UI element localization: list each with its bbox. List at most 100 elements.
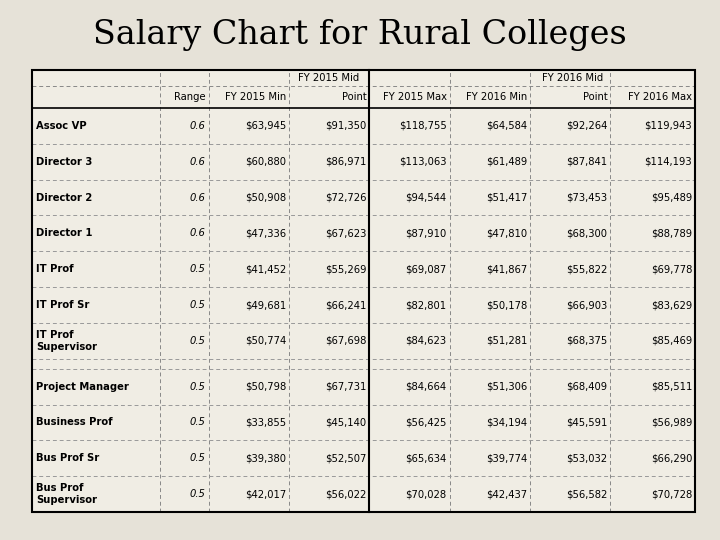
Text: $85,511: $85,511 xyxy=(651,382,692,392)
Text: 0.5: 0.5 xyxy=(189,453,205,463)
Text: $86,971: $86,971 xyxy=(325,157,366,167)
Text: $66,241: $66,241 xyxy=(325,300,366,310)
Text: 0.6: 0.6 xyxy=(189,193,205,202)
Text: $69,087: $69,087 xyxy=(405,264,446,274)
Text: Director 2: Director 2 xyxy=(36,193,92,202)
Text: FY 2015 Mid: FY 2015 Mid xyxy=(299,73,360,83)
Text: $84,623: $84,623 xyxy=(405,336,446,346)
Text: $55,269: $55,269 xyxy=(325,264,366,274)
Text: $53,032: $53,032 xyxy=(567,453,608,463)
Text: $56,425: $56,425 xyxy=(405,417,446,428)
Text: $73,453: $73,453 xyxy=(567,193,608,202)
Text: $52,507: $52,507 xyxy=(325,453,366,463)
Text: Project Manager: Project Manager xyxy=(36,382,129,392)
Text: 0.6: 0.6 xyxy=(189,228,205,238)
Text: $49,681: $49,681 xyxy=(245,300,286,310)
Text: Director 3: Director 3 xyxy=(36,157,92,167)
Text: $91,350: $91,350 xyxy=(325,121,366,131)
Text: IT Prof
Supervisor: IT Prof Supervisor xyxy=(36,330,97,352)
Text: $64,584: $64,584 xyxy=(486,121,527,131)
Text: 0.5: 0.5 xyxy=(189,300,205,310)
Text: 0.5: 0.5 xyxy=(189,382,205,392)
Text: $34,194: $34,194 xyxy=(486,417,527,428)
Text: $82,801: $82,801 xyxy=(405,300,446,310)
Text: $95,489: $95,489 xyxy=(651,193,692,202)
Text: Business Prof: Business Prof xyxy=(36,417,112,428)
Text: $56,022: $56,022 xyxy=(325,489,366,499)
Text: $50,908: $50,908 xyxy=(245,193,286,202)
Text: $45,140: $45,140 xyxy=(325,417,366,428)
Text: FY 2016 Mid: FY 2016 Mid xyxy=(541,73,603,83)
Text: $50,774: $50,774 xyxy=(245,336,286,346)
Text: $68,300: $68,300 xyxy=(567,228,608,238)
Text: $51,306: $51,306 xyxy=(486,382,527,392)
Text: $39,380: $39,380 xyxy=(245,453,286,463)
Text: $60,880: $60,880 xyxy=(245,157,286,167)
Text: FY 2016 Max: FY 2016 Max xyxy=(628,92,692,102)
Text: $47,810: $47,810 xyxy=(486,228,527,238)
Text: $33,855: $33,855 xyxy=(245,417,286,428)
Text: $39,774: $39,774 xyxy=(486,453,527,463)
Text: $47,336: $47,336 xyxy=(245,228,286,238)
Text: $42,017: $42,017 xyxy=(245,489,286,499)
Text: $67,698: $67,698 xyxy=(325,336,366,346)
Bar xyxy=(32,70,695,512)
Text: 0.5: 0.5 xyxy=(189,489,205,499)
Text: 0.6: 0.6 xyxy=(189,121,205,131)
Text: $65,634: $65,634 xyxy=(405,453,446,463)
Text: Salary Chart for Rural Colleges: Salary Chart for Rural Colleges xyxy=(93,19,627,51)
Text: 0.5: 0.5 xyxy=(189,336,205,346)
Text: Assoc VP: Assoc VP xyxy=(36,121,86,131)
Text: $118,755: $118,755 xyxy=(399,121,446,131)
Text: $70,028: $70,028 xyxy=(405,489,446,499)
Text: Director 1: Director 1 xyxy=(36,228,92,238)
Text: $55,822: $55,822 xyxy=(566,264,608,274)
Text: $87,841: $87,841 xyxy=(567,157,608,167)
Text: $50,798: $50,798 xyxy=(245,382,286,392)
Text: $51,281: $51,281 xyxy=(486,336,527,346)
Text: IT Prof Sr: IT Prof Sr xyxy=(36,300,89,310)
Text: $72,726: $72,726 xyxy=(325,193,366,202)
Text: $67,623: $67,623 xyxy=(325,228,366,238)
Text: $87,910: $87,910 xyxy=(405,228,446,238)
Text: $63,945: $63,945 xyxy=(245,121,286,131)
Text: $88,789: $88,789 xyxy=(651,228,692,238)
Text: $41,452: $41,452 xyxy=(245,264,286,274)
Text: $61,489: $61,489 xyxy=(486,157,527,167)
Bar xyxy=(32,70,695,512)
Text: $66,290: $66,290 xyxy=(651,453,692,463)
Text: $94,544: $94,544 xyxy=(405,193,446,202)
Text: 0.5: 0.5 xyxy=(189,264,205,274)
Text: $68,409: $68,409 xyxy=(567,382,608,392)
Text: 0.5: 0.5 xyxy=(189,417,205,428)
Text: $56,989: $56,989 xyxy=(651,417,692,428)
Text: $50,178: $50,178 xyxy=(486,300,527,310)
Text: $42,437: $42,437 xyxy=(486,489,527,499)
Text: $68,375: $68,375 xyxy=(566,336,608,346)
Text: $66,903: $66,903 xyxy=(566,300,608,310)
Text: $56,582: $56,582 xyxy=(566,489,608,499)
Text: $51,417: $51,417 xyxy=(486,193,527,202)
Text: $41,867: $41,867 xyxy=(486,264,527,274)
Text: FY 2016 Min: FY 2016 Min xyxy=(466,92,527,102)
Text: $84,664: $84,664 xyxy=(405,382,446,392)
Text: FY 2015 Max: FY 2015 Max xyxy=(383,92,446,102)
Text: $114,193: $114,193 xyxy=(644,157,692,167)
Text: Point: Point xyxy=(341,92,366,102)
Text: Point: Point xyxy=(582,92,608,102)
Text: $92,264: $92,264 xyxy=(566,121,608,131)
Text: $83,629: $83,629 xyxy=(651,300,692,310)
Text: $67,731: $67,731 xyxy=(325,382,366,392)
Text: $113,063: $113,063 xyxy=(399,157,446,167)
Text: $119,943: $119,943 xyxy=(644,121,692,131)
Text: $69,778: $69,778 xyxy=(651,264,692,274)
Text: Range: Range xyxy=(174,92,205,102)
Text: 0.6: 0.6 xyxy=(189,157,205,167)
Text: Bus Prof Sr: Bus Prof Sr xyxy=(36,453,99,463)
Text: FY 2015 Min: FY 2015 Min xyxy=(225,92,286,102)
Text: $45,591: $45,591 xyxy=(566,417,608,428)
Text: IT Prof: IT Prof xyxy=(36,264,73,274)
Text: $85,469: $85,469 xyxy=(651,336,692,346)
Text: Bus Prof
Supervisor: Bus Prof Supervisor xyxy=(36,483,97,505)
Text: $70,728: $70,728 xyxy=(651,489,692,499)
